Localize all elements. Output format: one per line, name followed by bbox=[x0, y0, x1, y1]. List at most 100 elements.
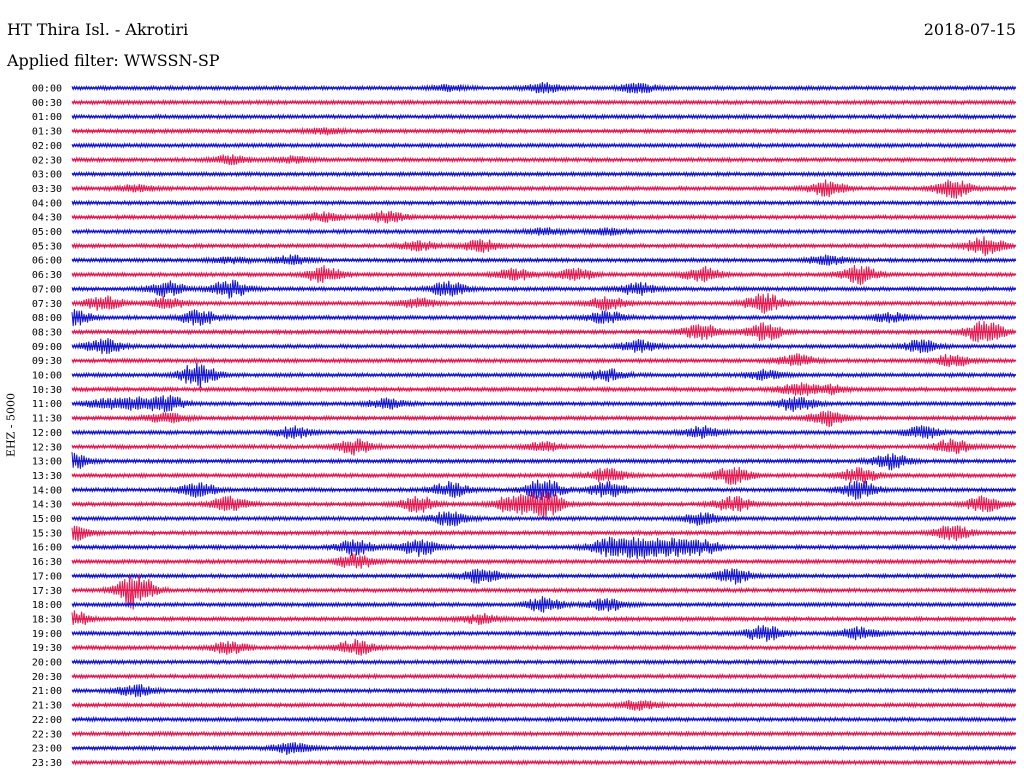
row-label-0330: 03:30 bbox=[32, 184, 62, 195]
row-label-0200: 02:00 bbox=[32, 141, 62, 152]
row-label-1530: 15:30 bbox=[32, 528, 62, 539]
row-label-0800: 08:00 bbox=[32, 313, 62, 324]
trace-2100 bbox=[71, 684, 1016, 698]
trace-0330 bbox=[71, 179, 1016, 199]
row-label-0130: 01:30 bbox=[32, 127, 62, 138]
row-label-2230: 22:30 bbox=[32, 729, 62, 740]
trace-0030 bbox=[71, 98, 1016, 106]
trace-1130 bbox=[71, 410, 1016, 428]
filter-label: Applied filter: WWSSN-SP bbox=[7, 51, 220, 70]
trace-0830 bbox=[71, 320, 1016, 343]
trace-0230 bbox=[71, 154, 1016, 166]
trace-0300 bbox=[71, 170, 1016, 178]
trace-0630 bbox=[71, 265, 1016, 286]
row-label-1900: 19:00 bbox=[32, 629, 62, 640]
trace-0430 bbox=[71, 210, 1016, 224]
row-label-0000: 00:00 bbox=[32, 84, 62, 95]
row-label-1000: 10:00 bbox=[32, 371, 62, 382]
row-label-1930: 19:30 bbox=[32, 643, 62, 654]
row-label-1230: 12:30 bbox=[32, 442, 62, 453]
row-label-1100: 11:00 bbox=[32, 399, 62, 410]
row-label-1400: 14:00 bbox=[32, 485, 62, 496]
traces bbox=[71, 81, 1016, 766]
row-label-0100: 01:00 bbox=[32, 112, 62, 123]
trace-0000 bbox=[71, 81, 1016, 94]
row-label-0230: 02:30 bbox=[32, 155, 62, 166]
trace-2200 bbox=[71, 715, 1016, 723]
trace-0530 bbox=[71, 236, 1016, 257]
trace-1000 bbox=[71, 362, 1016, 388]
row-label-2200: 22:00 bbox=[32, 715, 62, 726]
row-label-1300: 13:00 bbox=[32, 457, 62, 468]
row-label-1500: 15:00 bbox=[32, 514, 62, 525]
trace-1500 bbox=[71, 511, 1016, 527]
trace-1030 bbox=[71, 382, 1016, 396]
trace-2030 bbox=[71, 672, 1016, 680]
trace-2230 bbox=[71, 730, 1016, 738]
trace-1400 bbox=[71, 479, 1016, 501]
trace-1700 bbox=[71, 568, 1016, 585]
trace-1330 bbox=[71, 466, 1016, 486]
trace-1530 bbox=[71, 525, 1016, 542]
trace-1800 bbox=[71, 596, 1016, 613]
trace-1930 bbox=[71, 638, 1016, 656]
trace-1730 bbox=[71, 573, 1016, 610]
trace-0500 bbox=[71, 227, 1016, 237]
row-label-1800: 18:00 bbox=[32, 600, 62, 611]
row-label-0730: 07:30 bbox=[32, 299, 62, 310]
row-label-2000: 20:00 bbox=[32, 658, 62, 669]
trace-0130 bbox=[71, 126, 1016, 136]
row-label-1030: 10:30 bbox=[32, 385, 62, 396]
row-label-1330: 13:30 bbox=[32, 471, 62, 482]
row-label-0530: 05:30 bbox=[32, 241, 62, 252]
row-label-2030: 20:30 bbox=[32, 672, 62, 683]
trace-2330 bbox=[71, 759, 1016, 766]
row-label-0030: 00:30 bbox=[32, 98, 62, 109]
row-label-0400: 04:00 bbox=[32, 198, 62, 209]
trace-0800 bbox=[71, 309, 1016, 327]
row-label-0500: 05:00 bbox=[32, 227, 62, 238]
date-label: 2018-07-15 bbox=[923, 20, 1016, 39]
trace-0600 bbox=[71, 254, 1016, 266]
row-label-1430: 14:30 bbox=[32, 500, 62, 511]
row-label-0300: 03:00 bbox=[32, 170, 62, 181]
trace-0730 bbox=[71, 293, 1016, 314]
trace-0930 bbox=[71, 353, 1016, 368]
trace-0200 bbox=[71, 141, 1016, 149]
trace-1900 bbox=[71, 625, 1016, 642]
row-label-0430: 04:30 bbox=[32, 213, 62, 224]
row-label-1700: 17:00 bbox=[32, 571, 62, 582]
row-labels: 00:00 00:30 01:00 01:30 02:00 02:30 03:00 03:30… bbox=[32, 84, 62, 769]
row-label-2330: 23:30 bbox=[32, 758, 62, 769]
trace-0100 bbox=[71, 113, 1016, 121]
row-label-1630: 16:30 bbox=[32, 557, 62, 568]
row-label-1130: 11:30 bbox=[32, 414, 62, 425]
trace-2000 bbox=[71, 658, 1016, 666]
trace-1300 bbox=[71, 452, 1016, 471]
trace-1830 bbox=[71, 610, 1016, 626]
row-label-2130: 21:30 bbox=[32, 701, 62, 712]
row-label-1200: 12:00 bbox=[32, 428, 62, 439]
trace-1630 bbox=[71, 553, 1016, 569]
trace-0400 bbox=[71, 199, 1016, 207]
row-label-2100: 21:00 bbox=[32, 686, 62, 697]
trace-0900 bbox=[71, 338, 1016, 355]
trace-1230 bbox=[71, 438, 1016, 456]
row-label-0600: 06:00 bbox=[32, 256, 62, 267]
row-label-0930: 09:30 bbox=[32, 356, 62, 367]
trace-2300 bbox=[71, 742, 1016, 755]
trace-1200 bbox=[71, 425, 1016, 440]
row-label-0900: 09:00 bbox=[32, 342, 62, 353]
row-label-1830: 18:30 bbox=[32, 614, 62, 625]
row-label-0700: 07:00 bbox=[32, 284, 62, 295]
row-label-1600: 16:00 bbox=[32, 543, 62, 554]
trace-0700 bbox=[71, 279, 1016, 299]
station-title: HT Thira Isl. - Akrotiri bbox=[7, 20, 189, 39]
trace-1100 bbox=[71, 394, 1016, 413]
row-label-0630: 06:30 bbox=[32, 270, 62, 281]
row-label-0830: 08:30 bbox=[32, 327, 62, 338]
row-label-1730: 17:30 bbox=[32, 586, 62, 597]
row-label-2300: 23:00 bbox=[32, 744, 62, 755]
trace-2130 bbox=[71, 699, 1016, 711]
